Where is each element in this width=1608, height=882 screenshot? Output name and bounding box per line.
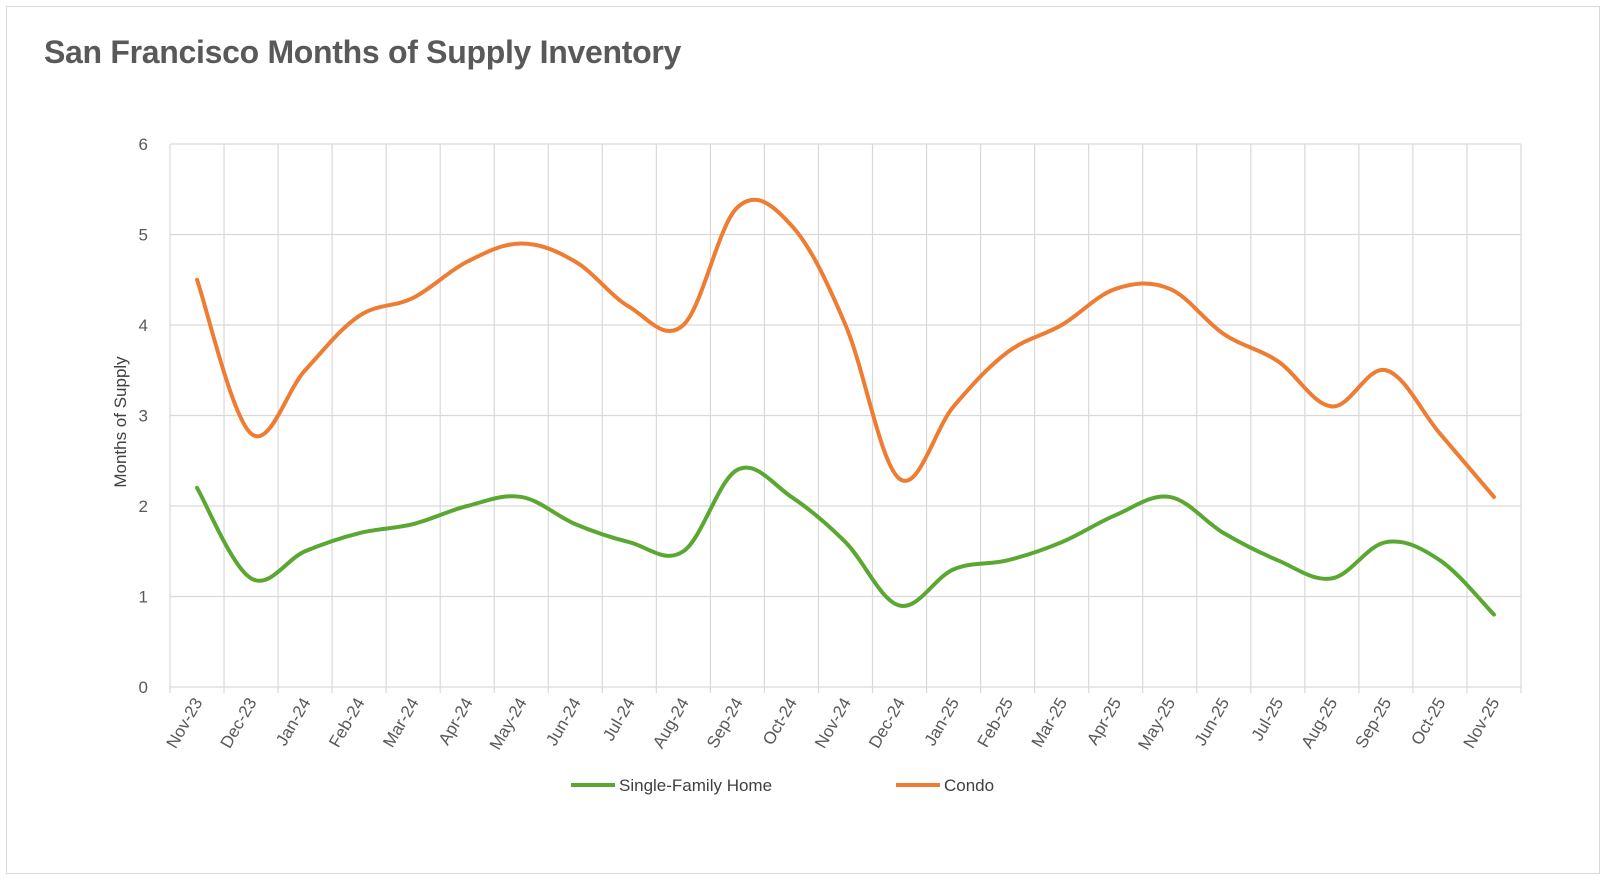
grid-lines — [169, 143, 1522, 693]
legend-label: Condo — [944, 776, 994, 795]
x-tick-label: Jan-24 — [272, 695, 314, 750]
x-tick-label: Mar-24 — [379, 695, 422, 751]
x-tick-label: Nov-25 — [1460, 695, 1504, 752]
x-tick-label: Jul-24 — [599, 695, 639, 745]
x-tick-label: Mar-25 — [1028, 695, 1071, 751]
x-tick-label: Apr-24 — [435, 695, 477, 749]
x-tick-label: Nov-24 — [811, 695, 855, 752]
series-line-single-family-home — [195, 465, 1496, 617]
y-tick-label: 1 — [139, 588, 148, 607]
x-tick-label: Feb-24 — [325, 695, 368, 751]
x-tick-label: May-24 — [486, 695, 531, 754]
y-tick-label: 4 — [139, 316, 148, 335]
chart-frame — [6, 6, 1600, 874]
x-tick-label: Aug-24 — [649, 695, 693, 752]
y-axis-title: Months of Supply — [111, 356, 130, 488]
y-tick-label: 3 — [139, 407, 148, 426]
x-tick-label: Dec-23 — [217, 695, 261, 752]
x-tick-labels: Nov-23 Dec-23 Jan-24 Feb-24 Mar-24 Apr-24 May-… — [163, 695, 1504, 754]
x-tick-label: Jan-25 — [921, 695, 963, 750]
x-tick-label: Sep-24 — [703, 695, 747, 752]
series-lines — [195, 197, 1496, 617]
y-tick-label: 5 — [139, 226, 148, 245]
legend: Single-Family Home Condo — [571, 776, 994, 795]
x-tick-label: Aug-25 — [1297, 695, 1341, 752]
x-tick-label: Jun-24 — [542, 695, 584, 750]
y-tick-label: 2 — [139, 497, 148, 516]
chart-title: San Francisco Months of Supply Inventory — [44, 34, 681, 70]
x-tick-label: Nov-23 — [163, 695, 207, 752]
legend-label: Single-Family Home — [619, 776, 772, 795]
x-tick-label: Apr-25 — [1083, 695, 1125, 749]
x-tick-label: Oct-25 — [1407, 695, 1449, 749]
x-tick-label: Sep-25 — [1351, 695, 1395, 752]
x-tick-label: Jun-25 — [1191, 695, 1233, 750]
x-tick-label: Oct-24 — [759, 695, 801, 749]
y-tick-label: 0 — [139, 678, 148, 697]
x-tick-label: Feb-25 — [974, 695, 1017, 751]
x-tick-label: Dec-24 — [865, 695, 909, 752]
y-tick-label: 6 — [139, 135, 148, 154]
series-line-condo — [195, 197, 1496, 499]
x-tick-label: May-25 — [1134, 695, 1179, 754]
x-tick-label: Jul-25 — [1248, 695, 1288, 745]
y-tick-labels: 0 1 2 3 4 5 6 — [139, 135, 148, 697]
